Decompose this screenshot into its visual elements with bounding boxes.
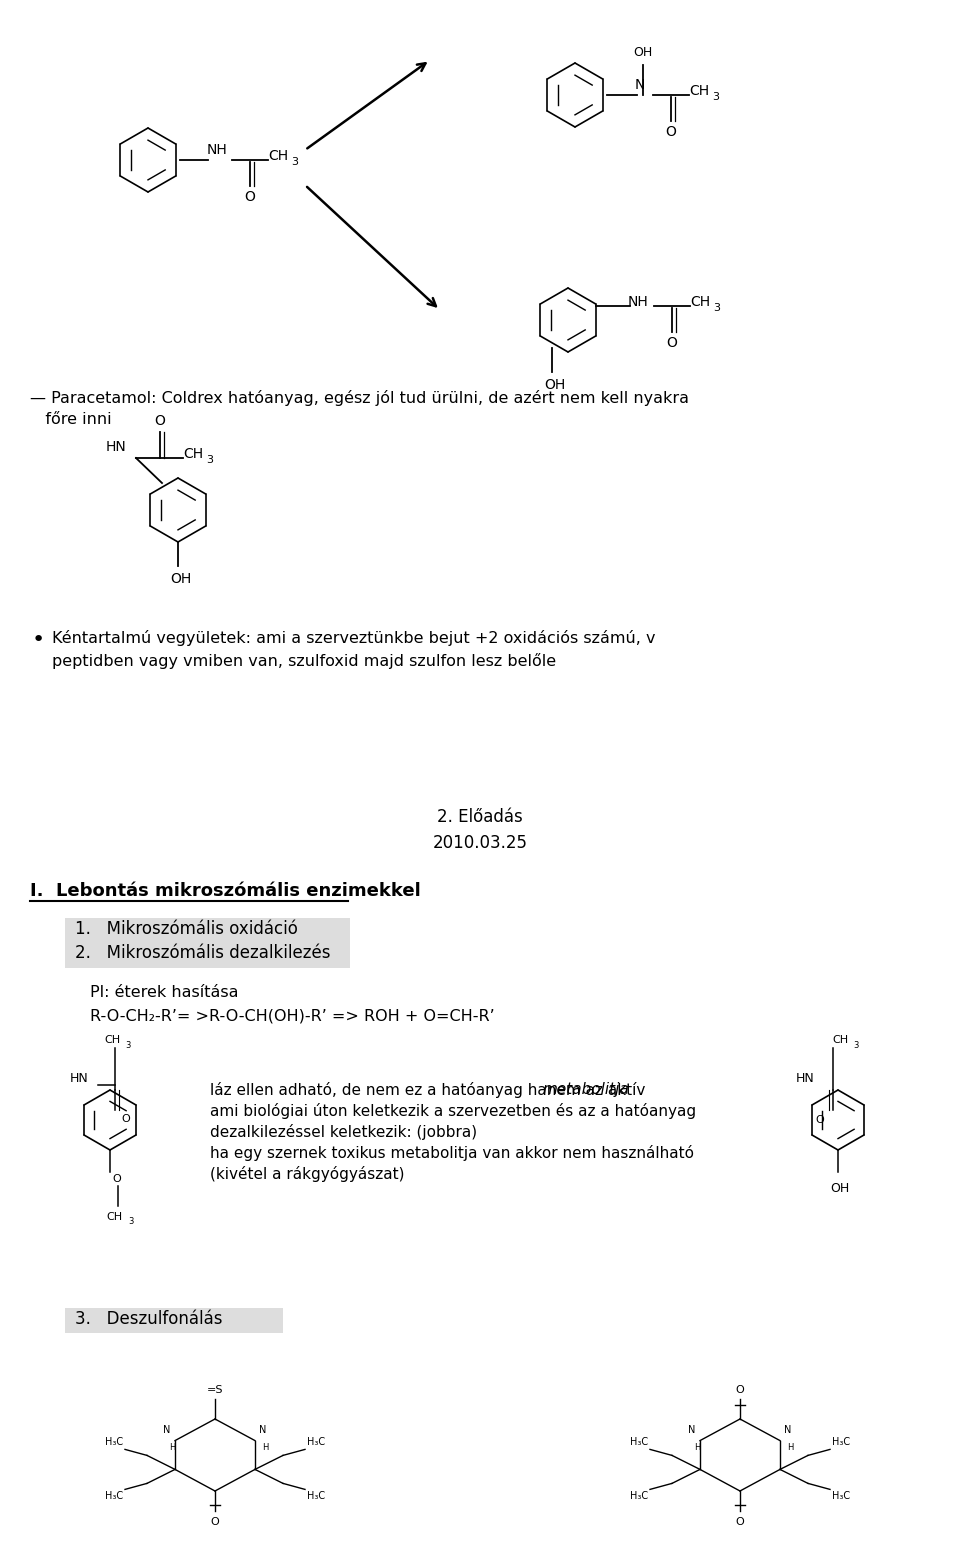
Text: R-O-CH₂-R’= >R-O-CH(OH)-R’ => ROH + O=CH-R’: R-O-CH₂-R’= >R-O-CH(OH)-R’ => ROH + O=CH…: [90, 1008, 494, 1024]
Text: 3.   Deszulfonálás: 3. Deszulfonálás: [75, 1310, 223, 1327]
Text: OH: OH: [830, 1183, 850, 1195]
Text: ha egy szernek toxikus metabolitja van akkor nem használható: ha egy szernek toxikus metabolitja van a…: [210, 1145, 694, 1161]
Text: O: O: [735, 1385, 744, 1394]
Text: NH: NH: [207, 143, 228, 157]
Text: HN: HN: [70, 1072, 88, 1084]
Text: H: H: [169, 1443, 176, 1452]
Text: NH: NH: [628, 294, 649, 308]
Text: N: N: [259, 1424, 266, 1435]
Text: 3: 3: [125, 1041, 131, 1050]
Text: H₃C: H₃C: [630, 1438, 648, 1447]
Text: N: N: [163, 1424, 170, 1435]
Text: OH: OH: [633, 47, 652, 59]
Text: HN: HN: [796, 1072, 815, 1084]
Text: CH: CH: [268, 150, 288, 164]
Text: =S: =S: [206, 1385, 224, 1394]
Text: O: O: [112, 1175, 121, 1184]
Text: H₃C: H₃C: [832, 1438, 851, 1447]
Text: — Paracetamol: Coldrex hatóanyag, egész jól tud ürülni, de azért nem kell nyakra: — Paracetamol: Coldrex hatóanyag, egész …: [30, 390, 689, 427]
Text: O: O: [210, 1517, 220, 1527]
Text: dezalkilezéssel keletkezik: (jobbra): dezalkilezéssel keletkezik: (jobbra): [210, 1123, 477, 1140]
Text: 2.   Mikroszómális dezalkilezés: 2. Mikroszómális dezalkilezés: [75, 944, 330, 961]
Text: 3: 3: [206, 455, 213, 464]
Text: CH: CH: [690, 294, 710, 308]
Text: 2. Előadás: 2. Előadás: [437, 809, 523, 826]
Text: O: O: [665, 125, 676, 139]
Text: N: N: [688, 1424, 695, 1435]
Text: N: N: [784, 1424, 791, 1435]
Text: H₃C: H₃C: [105, 1491, 123, 1502]
Text: 3: 3: [853, 1041, 858, 1050]
Text: 3: 3: [291, 157, 298, 167]
Text: CH: CH: [183, 447, 204, 461]
Text: ami biológiai úton keletkezik a szervezetben és az a hatóanyag: ami biológiai úton keletkezik a szerveze…: [210, 1103, 696, 1119]
Text: O: O: [154, 414, 165, 428]
Text: CH: CH: [832, 1035, 848, 1045]
Text: O: O: [815, 1116, 824, 1125]
Text: O: O: [121, 1114, 130, 1123]
Text: 3: 3: [712, 92, 719, 101]
Text: •: •: [32, 629, 45, 650]
Text: (kivétel a rákgyógyászat): (kivétel a rákgyógyászat): [210, 1165, 404, 1183]
Text: H: H: [787, 1443, 793, 1452]
Text: O: O: [666, 337, 677, 351]
Text: láz ellen adható, de nem ez a hatóanyag hanem az aktív: láz ellen adható, de nem ez a hatóanyag …: [210, 1081, 650, 1098]
Text: H: H: [262, 1443, 269, 1452]
Text: CH: CH: [689, 84, 709, 98]
Text: OH: OH: [544, 379, 565, 393]
Text: I.  Lebontás mikroszómális enzimekkel: I. Lebontás mikroszómális enzimekkel: [30, 882, 420, 901]
Text: H₃C: H₃C: [630, 1491, 648, 1502]
Text: CH: CH: [106, 1212, 122, 1221]
Text: 2010.03.25: 2010.03.25: [433, 834, 527, 852]
Text: H: H: [694, 1443, 701, 1452]
Text: 3: 3: [128, 1217, 133, 1226]
Text: OH: OH: [170, 572, 191, 586]
Text: 3: 3: [713, 302, 720, 313]
Text: N: N: [635, 78, 645, 92]
Text: O: O: [244, 190, 254, 204]
Text: HN: HN: [106, 439, 127, 453]
Bar: [65, 918, 350, 968]
Text: O: O: [735, 1517, 744, 1527]
Text: H₃C: H₃C: [105, 1438, 123, 1447]
Text: Kéntartalmú vegyületek: ami a szerveztünkbe bejut +2 oxidációs számú, v
peptidbe: Kéntartalmú vegyületek: ami a szerveztün…: [52, 629, 656, 668]
Bar: [65, 1309, 283, 1334]
Text: CH: CH: [104, 1035, 120, 1045]
Text: metabolitja: metabolitja: [542, 1081, 630, 1097]
Text: H₃C: H₃C: [832, 1491, 851, 1502]
Text: Pl: éterek hasítása: Pl: éterek hasítása: [90, 985, 238, 1000]
Text: H₃C: H₃C: [307, 1438, 325, 1447]
Text: 1.   Mikroszómális oxidáció: 1. Mikroszómális oxidáció: [75, 921, 298, 938]
Text: H₃C: H₃C: [307, 1491, 325, 1502]
